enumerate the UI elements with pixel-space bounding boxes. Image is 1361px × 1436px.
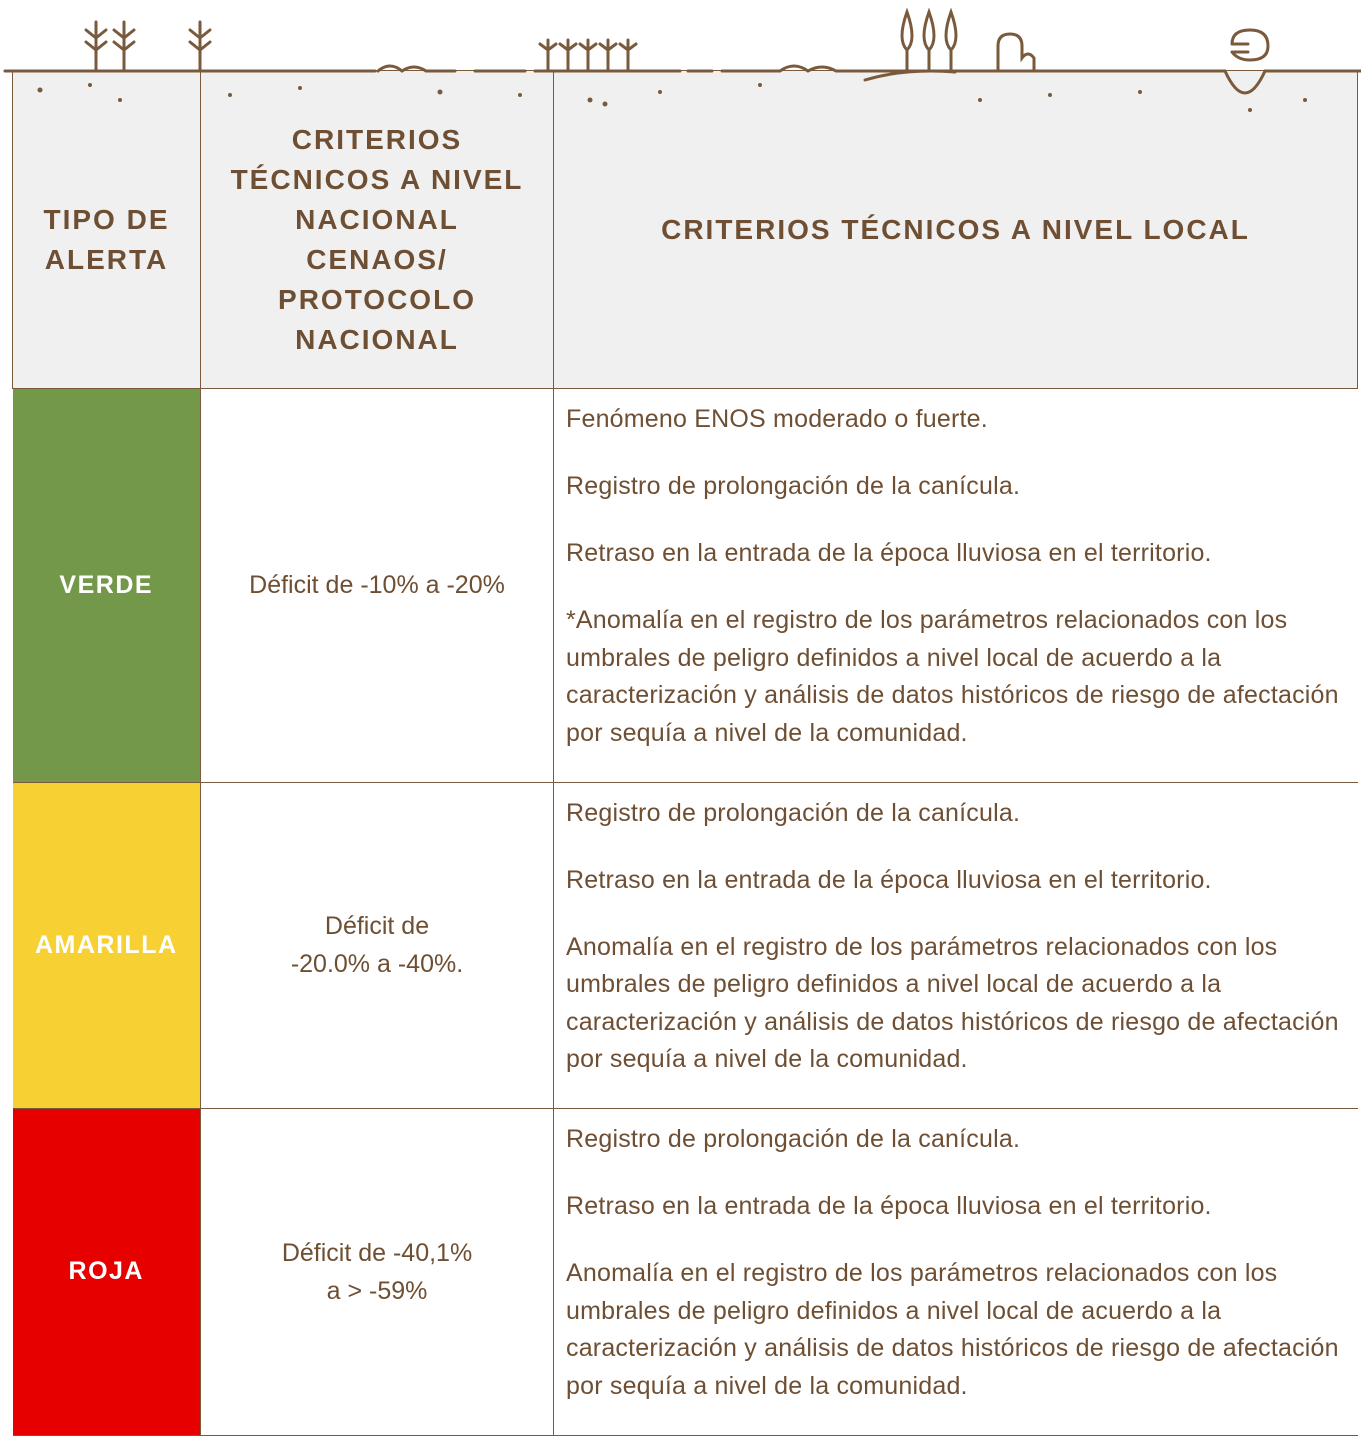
local-criterion: Registro de prolongación de la canícula. xyxy=(566,1125,1021,1153)
national-line: Déficit de xyxy=(324,912,430,941)
national-line: Déficit de -10% a -20% xyxy=(249,571,505,600)
page: {"header": {"columns": ["TIPO DE ALERTA"… xyxy=(3,7,1361,1436)
alert-cell: AMARILLA xyxy=(12,781,201,1109)
local-criterion: Registro de prolongación de la canícula. xyxy=(566,472,1021,500)
header-cell: CRITERIOS TÉCNICOS A NIVEL NACIONAL CENA… xyxy=(200,70,554,389)
local-criterion: Retraso en la entrada de la época lluvio… xyxy=(566,865,1212,894)
national-line: Déficit de -40,1% xyxy=(281,1238,473,1267)
national-cell: Déficit de -10% a -20% xyxy=(200,388,554,783)
header-row: TIPO DE ALERTA CRITERIOS TÉCNICOS A NIVE… xyxy=(12,70,1358,389)
header-cell: TIPO DE ALERTA xyxy=(12,70,201,389)
alert-cell: ROJA xyxy=(12,1108,201,1436)
local-cell: Registro de prolongación de la canícula.… xyxy=(553,1108,1358,1436)
table-row: VERDE Déficit de -10% a -20% Fenómeno ENOS… xyxy=(12,388,1358,783)
local-criterion: Anomalía en el registro de los parámetro… xyxy=(566,1259,1339,1400)
local-cell: Registro de prolongación de la canícula.… xyxy=(553,781,1358,1109)
local-criterion: Retraso en la entrada de la época lluvio… xyxy=(566,1192,1212,1220)
table-body: VERDE Déficit de -10% a -20% Fenómeno ENOS… xyxy=(12,388,1358,1436)
table-row: ROJA Déficit de -40,1% a > -59% Registro de… xyxy=(12,1108,1358,1436)
local-criterion: *Anomalía en el registro de los parámetr… xyxy=(566,606,1339,747)
header-cell: CRITERIOS TÉCNICOS A NIVEL LOCAL xyxy=(553,70,1358,389)
alert-table: TIPO DE ALERTA CRITERIOS TÉCNICOS A NIVE… xyxy=(12,70,1358,1436)
national-line: a > -59% xyxy=(326,1276,428,1305)
table-row: AMARILLA Déficit de -20.0% a -40%. Registro… xyxy=(12,781,1358,1109)
local-cell: Fenómeno ENOS moderado o fuerte. Registro… xyxy=(553,388,1358,783)
national-line: -20.0% a -40%. xyxy=(290,950,464,979)
local-criterion: Retraso en la entrada de la época lluvio… xyxy=(566,539,1212,567)
table-header: TIPO DE ALERTA CRITERIOS TÉCNICOS A NIVE… xyxy=(12,70,1358,389)
national-cell: Déficit de -20.0% a -40%. xyxy=(200,781,554,1109)
national-cell: Déficit de -40,1% a > -59% xyxy=(200,1108,554,1436)
local-criterion: Registro de prolongación de la canícula. xyxy=(566,798,1021,827)
alert-cell: VERDE xyxy=(12,388,201,783)
local-criterion: Fenómeno ENOS moderado o fuerte. xyxy=(566,405,988,433)
local-criterion: Anomalía en el registro de los parámetro… xyxy=(566,932,1339,1074)
